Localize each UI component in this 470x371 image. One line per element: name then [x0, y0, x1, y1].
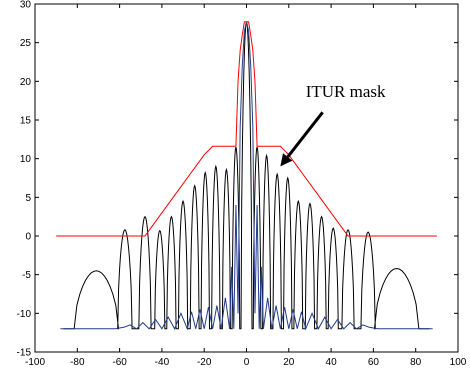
x-tick-label: 40	[326, 357, 338, 368]
y-tick-label: 5	[25, 193, 31, 204]
y-tick-label: 30	[20, 0, 32, 11]
x-tick-label: -80	[70, 357, 85, 368]
annotation-group: ITUR mask	[280, 82, 386, 167]
plot-area-frame	[34, 3, 459, 353]
y-tick-label: 10	[20, 154, 32, 165]
y-tick-label: 15	[20, 116, 32, 127]
x-tick-label: -40	[155, 357, 170, 368]
y-tick-label: -15	[17, 348, 32, 359]
x-tick-label: -60	[112, 357, 127, 368]
x-tick-label: 20	[283, 357, 295, 368]
y-tick-label: 25	[20, 38, 32, 49]
itur-mask-line	[56, 21, 437, 237]
x-tick-label: 80	[410, 357, 422, 368]
annotation-label: ITUR mask	[306, 82, 386, 101]
y-tick-label: -10	[17, 309, 32, 320]
y-tick-label: -5	[22, 270, 31, 281]
x-tick-label: -100	[25, 357, 45, 368]
blue-pattern-line	[60, 21, 433, 331]
x-tick-label: 100	[450, 357, 467, 368]
y-tick-label: 0	[25, 232, 31, 243]
y-tick-label: 20	[20, 77, 32, 88]
series-group	[56, 21, 437, 331]
x-tick-label: 60	[368, 357, 380, 368]
black-pattern-line	[63, 21, 430, 330]
x-tick-label: -20	[197, 357, 212, 368]
axis-ticks: -100 -80 -60 -40 -20 0 20 40 60 80 100 -15 -10 -5 0 5 10…	[17, 0, 467, 368]
annotation-arrow	[286, 111, 324, 158]
annotation-arrowhead	[280, 153, 293, 167]
x-tick-label: 0	[244, 357, 250, 368]
